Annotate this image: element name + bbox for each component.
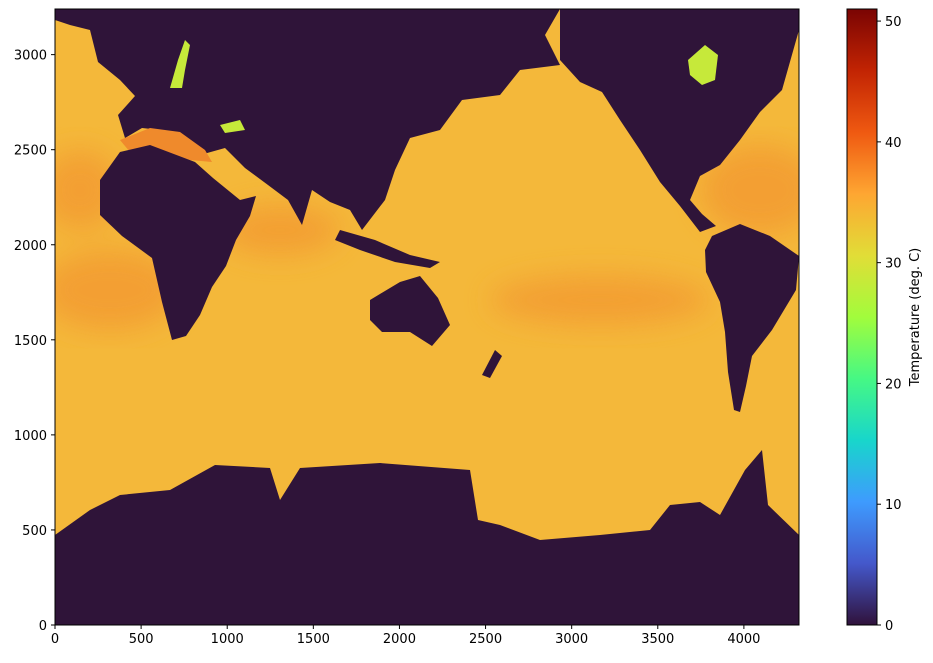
land-south-america — [705, 224, 799, 412]
x-tick-label: 1000 — [211, 632, 244, 647]
land-antarctica — [55, 450, 799, 625]
x-tick-label: 2000 — [383, 632, 416, 647]
colorbar-ticks: 0 10 20 30 40 50 — [877, 15, 902, 634]
x-axis: 0 500 1000 1500 2000 2500 3000 3500 4000 — [51, 625, 760, 647]
y-axis: 0 500 1000 1500 2000 2500 3000 — [14, 49, 55, 634]
colorbar-label: Temperature (deg. C) — [908, 248, 923, 387]
land-new-zealand — [482, 350, 502, 378]
colorbar-gradient — [846, 8, 878, 626]
x-tick-label: 3500 — [641, 632, 674, 647]
mediterranean-sea — [120, 128, 212, 162]
land-australia — [370, 276, 450, 346]
colorbar-tick-label: 30 — [885, 257, 902, 272]
colorbar-tick-label: 10 — [885, 498, 902, 513]
y-tick-label: 2000 — [14, 239, 47, 254]
y-tick-label: 1000 — [14, 429, 47, 444]
x-tick-label: 3000 — [555, 632, 588, 647]
baltic-sea — [170, 40, 190, 88]
x-tick-label: 1500 — [297, 632, 330, 647]
x-tick-label: 0 — [51, 632, 59, 647]
x-tick-label: 4000 — [727, 632, 760, 647]
colorbar-tick-label: 0 — [885, 619, 893, 634]
x-tick-label: 500 — [129, 632, 154, 647]
colorbar-tick-label: 50 — [885, 15, 902, 30]
y-tick-label: 1500 — [14, 334, 47, 349]
y-tick-label: 2500 — [14, 144, 47, 159]
colorbar: 0 10 20 30 40 50 Temperature (deg. C) — [846, 8, 923, 634]
plot-frame — [54, 8, 800, 626]
warm-bands — [55, 145, 799, 330]
colorbar-tick-label: 40 — [885, 136, 902, 151]
x-tick-label: 2500 — [469, 632, 502, 647]
heatmap-image — [55, 9, 799, 625]
y-tick-label: 0 — [39, 619, 47, 634]
black-sea — [220, 120, 245, 133]
land-indonesia — [335, 230, 440, 268]
land-north-america — [560, 9, 799, 232]
colorbar-tick-label: 20 — [885, 377, 902, 392]
land-africa — [100, 145, 256, 340]
y-tick-label: 3000 — [14, 49, 47, 64]
hudson-bay — [688, 45, 718, 85]
y-tick-label: 500 — [22, 524, 47, 539]
